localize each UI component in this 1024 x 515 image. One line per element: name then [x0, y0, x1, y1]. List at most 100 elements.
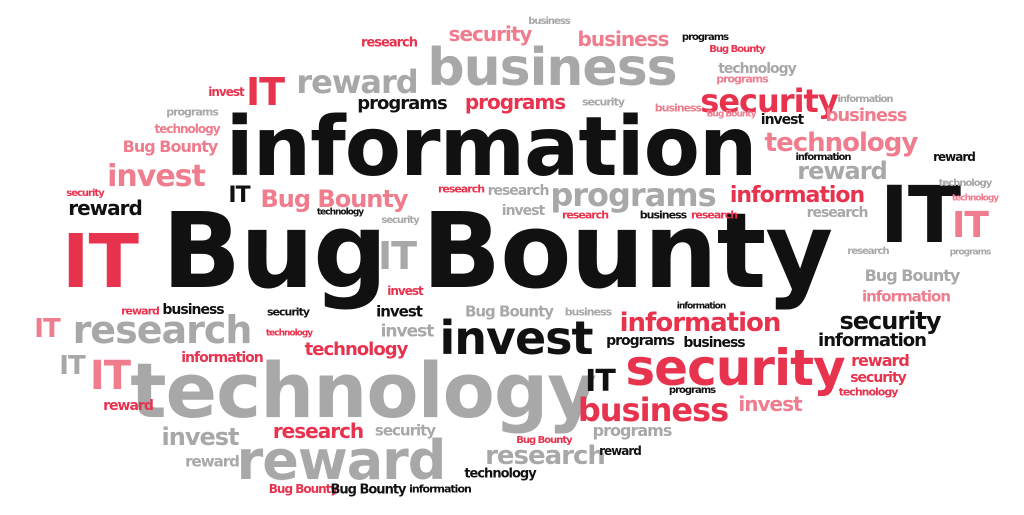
word-business-main: business [427, 38, 677, 98]
word-information-black-bottom: information [409, 482, 472, 496]
word-technology-red-right: technology [838, 385, 899, 399]
word-technology-pink: technology [764, 128, 919, 158]
word-it-pink-left: IT [34, 314, 60, 344]
word-research-gray-tiny2: research [847, 246, 889, 257]
word-reward-main: reward [236, 429, 447, 492]
word-research-gray-big: research [72, 308, 253, 352]
word-information-red-mid: information [619, 308, 782, 338]
word-it-right: IT [879, 171, 961, 261]
word-security-red-left: security [66, 188, 104, 199]
word-bug-bounty-black-bottom: Bug Bounty [330, 482, 406, 498]
word-technology-black-bottom: technology [464, 466, 536, 482]
word-business-pink3: business [825, 105, 907, 126]
word-reward-red-right: reward [851, 351, 910, 370]
word-security-black-tiny: security [267, 305, 310, 319]
word-it-pink-right: IT [952, 205, 989, 246]
word-technology-pink-tiny: technology [951, 193, 999, 204]
word-technology-main: technology [130, 346, 597, 435]
word-information-tiny2: information [795, 152, 851, 163]
word-invest-red-small: invest [208, 85, 244, 99]
word-invest-gray-left: invest [161, 423, 240, 451]
word-programs-black-small: programs [606, 333, 675, 349]
word-reward-black-tiny: reward [599, 444, 642, 458]
word-it-pink-left2: IT [89, 353, 131, 399]
word-security-gray-tiny: security [381, 215, 419, 226]
word-bug-bounty-pink-left: Bug Bounty [122, 137, 219, 156]
word-research-red-small: research [561, 208, 609, 222]
word-programs-pink: programs [716, 72, 769, 86]
word-bug-bounty-gray-right: Bug Bounty [864, 266, 961, 285]
word-information-red: information [729, 183, 865, 208]
word-business-gray-tiny: business [564, 305, 612, 319]
word-security-red-right: security [850, 370, 907, 386]
word-it-gray-mid: IT [377, 234, 417, 278]
word-invest-gray-small: invest [380, 321, 435, 342]
word-bug-bounty-top: Bug Bounty [709, 44, 765, 55]
word-it-small-mid: IT [228, 183, 250, 208]
word-business-black-small2: business [683, 335, 745, 351]
word-security-main: security [625, 339, 845, 397]
word-it-black-mid: IT [585, 364, 616, 399]
word-invest-gray-mid: invest [501, 203, 545, 219]
word-reward-red-left: reward [121, 304, 160, 318]
word-business-black-small: business [639, 208, 687, 222]
word-security-top: security [700, 82, 838, 120]
word-bug-bounty-red-bottom: Bug Bounty [268, 482, 338, 496]
word-invest-pink-right: invest [738, 392, 802, 416]
word-research-gray-right: research [806, 205, 869, 221]
word-programs-gray2: programs [166, 105, 219, 119]
word-technology-black-tiny: technology [316, 207, 364, 218]
word-reward-black: reward [933, 150, 976, 164]
word-it-top: IT [245, 70, 285, 114]
word-technology-red-tiny: technology [265, 328, 313, 339]
word-research-gray-bottom: research [485, 441, 606, 471]
word-invest-small: invest [107, 159, 206, 194]
word-bug-bounty-tiny: Bug Bounty [706, 109, 757, 120]
word-information-pink-left: information [181, 350, 263, 366]
word-bug-bounty-gray-mid: Bug Bounty [464, 302, 554, 321]
word-programs-black-tiny: programs [668, 385, 716, 396]
word-information-tiny: information [837, 94, 893, 105]
word-security-top-small: security [448, 22, 533, 46]
word-bug-bounty-main: Bug Bounty [161, 190, 833, 312]
word-bug-bounty-red-tiny: Bug Bounty [516, 435, 572, 446]
word-business-pink2: business [654, 101, 702, 115]
word-information-main: information [225, 100, 758, 195]
word-technology-pink-left: technology [154, 122, 220, 136]
word-security-black-right: security [839, 307, 941, 335]
word-reward-top: reward [296, 63, 418, 101]
word-reward-black-left: reward [68, 196, 143, 220]
word-research-red-mid: research [272, 419, 364, 443]
word-technology-red-mid: technology [304, 339, 409, 360]
word-research-red-small2: research [690, 208, 738, 222]
word-reward-red-small: reward [103, 398, 154, 414]
word-technology-gray-right: technology [938, 178, 993, 189]
word-programs-mid: programs [550, 176, 716, 214]
word-information-black-tiny: information [676, 301, 726, 312]
word-it-gray-left2: IT [59, 351, 85, 381]
word-programs-gray-tiny: programs [949, 247, 992, 258]
word-business-top: business [577, 27, 670, 51]
word-research-gray-tiny: research [487, 183, 550, 199]
word-reward-gray-left: reward [185, 452, 240, 471]
word-bug-bounty-pink: Bug Bounty [260, 185, 409, 213]
word-programs-red: programs [464, 90, 566, 114]
word-business-red-big: business [577, 391, 729, 429]
word-business-black-left: business [162, 302, 224, 318]
word-information-black-right: information [818, 330, 927, 351]
word-invest-red-tiny: invest [387, 284, 423, 298]
word-research-red-tiny: research [437, 182, 485, 196]
word-reward-gray: reward [797, 157, 887, 185]
word-invest-black: invest [760, 112, 804, 128]
word-invest-black-small: invest [376, 302, 423, 321]
word-programs-black: programs [357, 93, 448, 114]
word-business-tiny: business [528, 16, 570, 27]
word-security-small-gray: security [582, 95, 625, 109]
word-security-gray-bottom: security [374, 421, 436, 440]
word-it-left-big: IT [61, 219, 139, 305]
word-technology-top: technology [718, 61, 797, 77]
word-programs-gray-bottom: programs [592, 421, 673, 440]
word-information-pink-right: information [861, 287, 951, 306]
word-research-top: research [361, 35, 418, 51]
